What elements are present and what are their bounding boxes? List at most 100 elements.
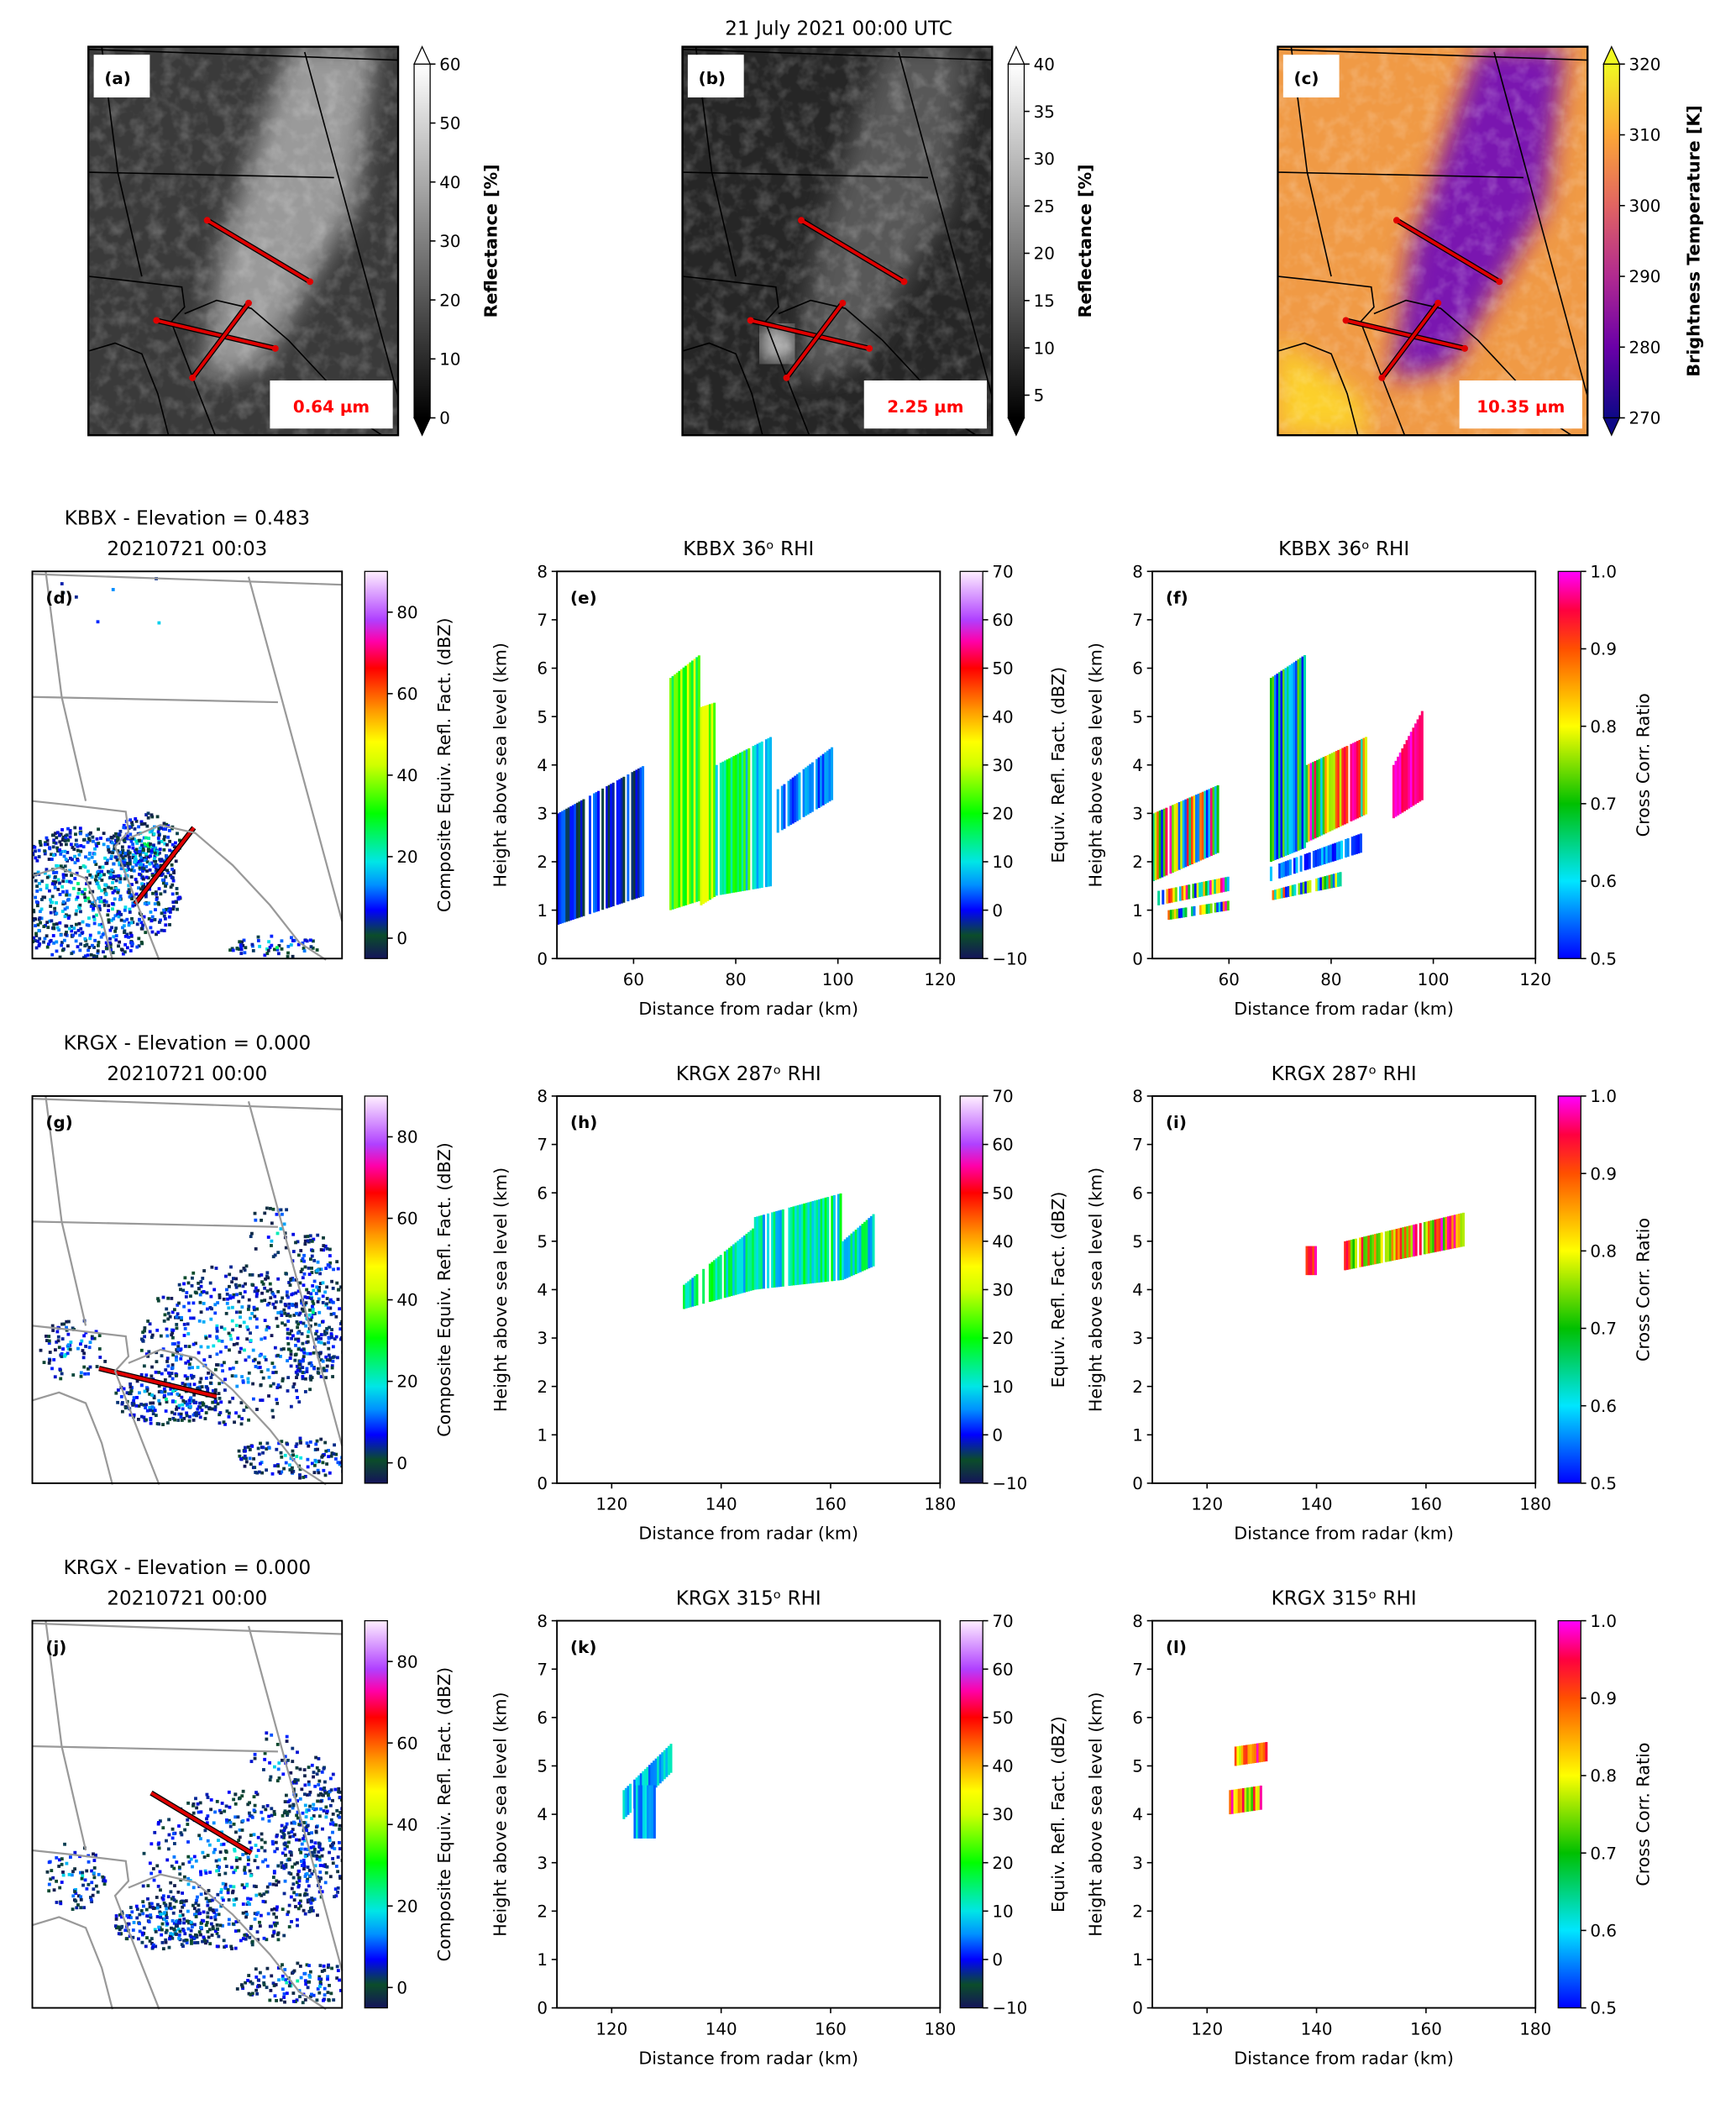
radar-echo-pixel xyxy=(82,1365,87,1369)
radar-echo-pixel xyxy=(172,871,176,874)
echo-stripe xyxy=(1216,784,1219,853)
radar-echo-pixel xyxy=(306,1351,310,1356)
radar-echo-pixel xyxy=(146,849,150,853)
radar-echo-pixel xyxy=(317,1297,321,1301)
radar-echo-pixel xyxy=(157,1398,161,1403)
radar-echo-pixel xyxy=(291,1334,295,1338)
echo-stripe xyxy=(730,757,733,894)
radar-echo-pixel xyxy=(338,1462,342,1467)
y-tick-label: 5 xyxy=(1132,1757,1143,1776)
x-tick-label: 140 xyxy=(705,2019,737,2038)
radar-echo-pixel xyxy=(324,1449,328,1453)
radar-echo-pixel xyxy=(308,1908,312,1912)
radar-echo-pixel xyxy=(97,941,101,944)
echo-stripe xyxy=(872,1214,875,1267)
radar-echo-pixel xyxy=(153,854,157,858)
radar-echo-pixel xyxy=(99,837,102,840)
radar-echo-pixel xyxy=(243,1290,247,1293)
radar-echo-pixel xyxy=(66,905,69,910)
radar-echo-pixel xyxy=(107,885,111,889)
radar-echo-pixel xyxy=(169,1907,173,1911)
radar-echo-pixel xyxy=(295,1388,298,1393)
radar-echo-pixel xyxy=(293,1777,297,1781)
radar-echo-pixel xyxy=(80,931,84,936)
radar-echo-pixel xyxy=(171,1353,176,1357)
radar-echo-pixel xyxy=(21,936,24,939)
radar-echo-pixel xyxy=(215,1799,219,1803)
radar-echo-pixel xyxy=(296,1885,301,1889)
echo-stripe xyxy=(788,1207,791,1286)
radar-echo-pixel xyxy=(109,886,113,890)
radar-echo-pixel xyxy=(202,1910,206,1914)
radar-echo-pixel xyxy=(317,1855,322,1860)
radar-echo-pixel xyxy=(238,1857,242,1860)
radar-echo-pixel xyxy=(140,882,144,886)
radar-echo-pixel xyxy=(50,853,53,857)
radar-echo-pixel xyxy=(319,1333,323,1336)
radar-echo-pixel xyxy=(221,1898,225,1902)
echo-stripe xyxy=(1334,842,1337,861)
radar-echo-pixel xyxy=(103,562,107,565)
radar-echo-pixel xyxy=(275,1883,278,1887)
echo-stripe xyxy=(754,744,758,889)
radar-echo-pixel xyxy=(147,901,150,905)
radar-echo-pixel xyxy=(79,844,83,847)
radar-echo-pixel xyxy=(307,1330,311,1334)
radar-echo-pixel xyxy=(110,868,114,872)
radar-echo-pixel xyxy=(97,923,102,926)
radar-echo-pixel xyxy=(55,949,59,953)
radar-echo-pixel xyxy=(213,1918,218,1922)
radar-echo-pixel xyxy=(351,1444,354,1447)
radar-echo-pixel xyxy=(135,1907,139,1912)
radar-echo-pixel xyxy=(64,842,68,847)
colorbar-label: Cross Corr. Ratio xyxy=(1633,1743,1653,1886)
radar-echo-pixel xyxy=(55,1330,60,1334)
radar-echo-pixel xyxy=(22,874,25,878)
radar-echo-pixel xyxy=(164,827,168,832)
echo-stripe xyxy=(775,1210,779,1288)
radar-echo-pixel xyxy=(262,1981,266,1985)
echo-stripe xyxy=(783,784,786,829)
radar-echo-pixel xyxy=(78,1871,82,1875)
radar-echo-pixel xyxy=(79,1371,83,1375)
echo-stripe xyxy=(1299,855,1303,872)
radar-echo-pixel xyxy=(130,821,134,825)
radar-echo-pixel xyxy=(130,916,134,921)
radar-echo-pixel xyxy=(208,1305,212,1309)
radar-echo-pixel xyxy=(192,1855,197,1859)
radar-echo-pixel xyxy=(234,1920,239,1923)
radar-echo-pixel xyxy=(288,1835,292,1839)
radar-echo-pixel xyxy=(294,1370,298,1374)
echo-stripe xyxy=(1346,837,1350,858)
echo-stripe xyxy=(669,1744,673,1773)
radar-echo-pixel xyxy=(153,902,157,905)
colorbar-tick-label: 50 xyxy=(992,1183,1013,1203)
radar-echo-pixel xyxy=(135,1916,139,1920)
radar-echo-pixel xyxy=(327,1963,330,1967)
radar-echo-pixel xyxy=(5,879,8,883)
radar-echo-pixel xyxy=(164,1409,168,1413)
radar-echo-pixel xyxy=(148,868,152,872)
radar-echo-pixel xyxy=(76,882,80,885)
channel-label: 10.35 µm xyxy=(1476,397,1565,417)
echo-stripe xyxy=(1291,884,1294,896)
radar-echo-pixel xyxy=(335,1965,339,1969)
radar-echo-pixel xyxy=(39,921,42,925)
radar-echo-pixel xyxy=(307,1313,312,1317)
radar-echo-pixel xyxy=(317,1471,321,1475)
radar-echo-pixel xyxy=(282,1829,286,1833)
radar-echo-pixel xyxy=(116,912,120,916)
radar-echo-pixel xyxy=(81,892,84,895)
radar-echo-pixel xyxy=(319,1437,323,1441)
cross-section-endpoint xyxy=(245,299,252,307)
radar-echo-pixel xyxy=(271,1292,275,1296)
echo-stripe xyxy=(1172,887,1176,903)
echo-stripe xyxy=(789,1207,794,1286)
echo-stripe xyxy=(1226,876,1230,892)
radar-echo-pixel xyxy=(35,889,39,893)
radar-echo-pixel xyxy=(213,1400,217,1404)
radar-echo-pixel xyxy=(141,850,145,854)
radar-echo-pixel xyxy=(103,1879,108,1883)
radar-echo-pixel xyxy=(312,1850,317,1855)
echo-stripe xyxy=(803,1203,806,1284)
